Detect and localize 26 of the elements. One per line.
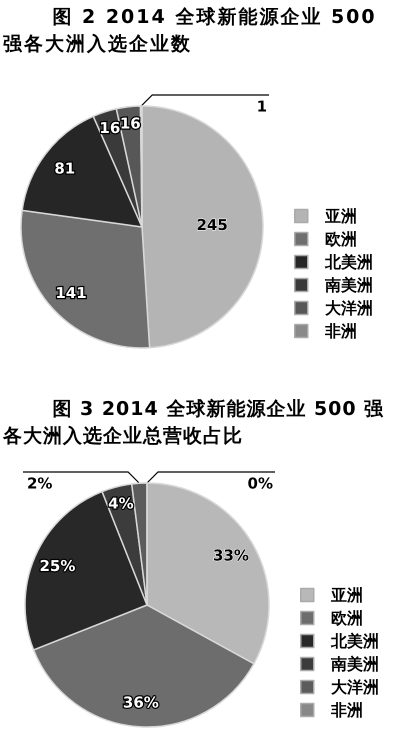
legend-label: 亚洲	[324, 206, 357, 226]
data-label: 36%	[122, 693, 159, 712]
legend-label: 北美洲	[330, 632, 379, 650]
data-label: 33%	[213, 546, 249, 564]
legend-label: 南美洲	[330, 654, 379, 674]
legend-label: 亚洲	[330, 586, 363, 604]
data-label: 25%	[39, 557, 76, 576]
legend-label: 大洋洲	[324, 298, 373, 318]
legend-label: 非洲	[330, 700, 363, 720]
legend-label: 欧洲	[324, 230, 357, 248]
data-label: 245	[196, 216, 228, 234]
data-label: 81	[54, 160, 76, 178]
data-label: 141	[55, 284, 87, 302]
data-label: 2%	[27, 474, 52, 492]
data-label: 4%	[108, 494, 134, 512]
legend-label: 大洋洲	[330, 678, 379, 696]
data-label: 16	[99, 119, 120, 138]
legend-label: 南美洲	[324, 276, 373, 294]
legend-label: 北美洲	[324, 252, 373, 272]
chart-title: 图 2 2014 全球新能源企业 500 强各大洲入选企业数	[3, 5, 378, 57]
legend-label: 非洲	[324, 322, 357, 340]
legend-label: 欧洲	[330, 608, 363, 628]
chart-title: 图 3 2014 全球新能源企业 500 强各大洲入选企业总营收占比	[3, 397, 386, 449]
data-label: 1	[256, 98, 267, 116]
text: 0%	[248, 474, 273, 492]
data-label: 16	[120, 114, 141, 133]
